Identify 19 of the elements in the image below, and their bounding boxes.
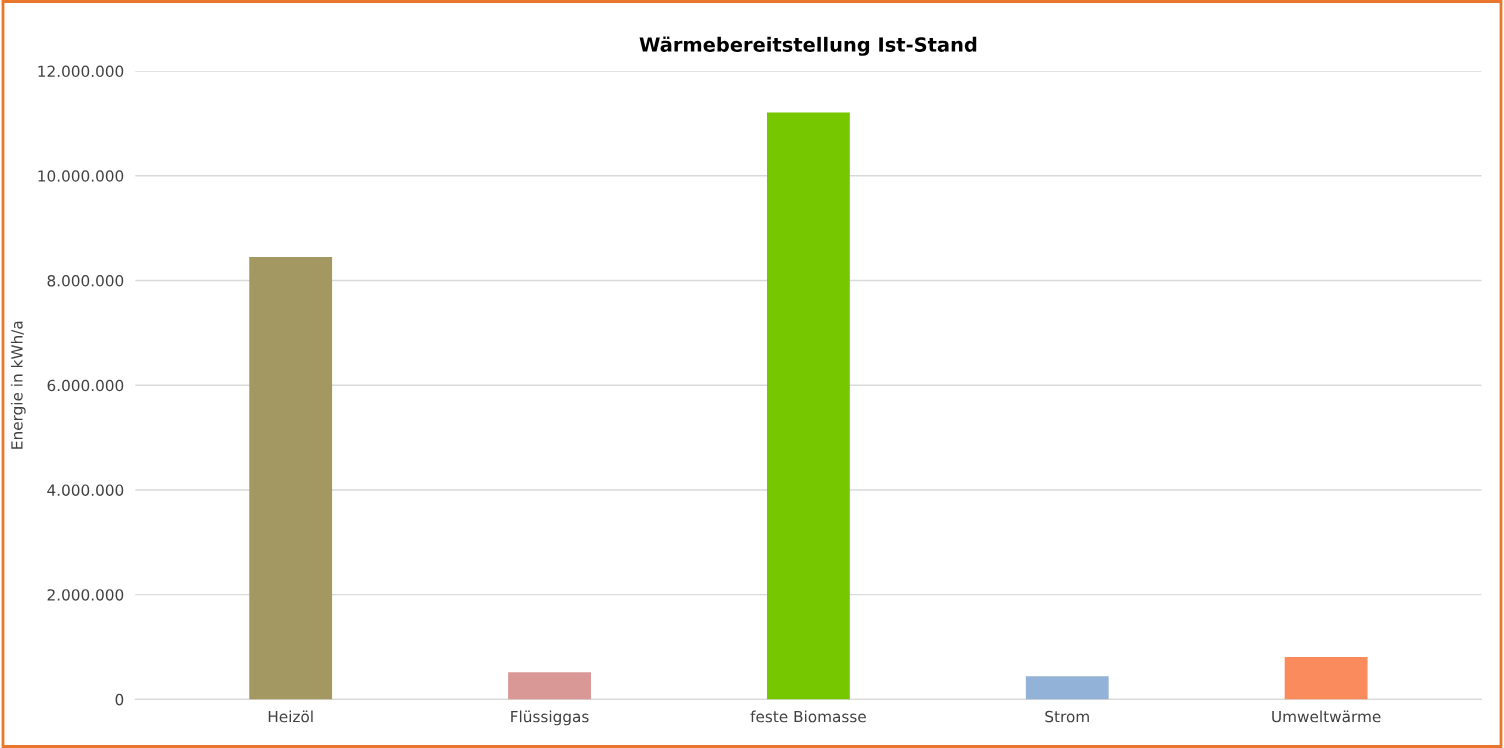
bar (249, 256, 333, 700)
bar (766, 112, 850, 700)
y-tick-label: 2.000.000 (47, 589, 124, 601)
x-tick-label: Umweltwärme (1272, 710, 1381, 723)
bar (1284, 656, 1368, 700)
x-tick-label: Heizöl (268, 710, 313, 723)
x-tick-label: Flüssiggas (511, 710, 589, 726)
y-tick-label: 8.000.000 (47, 274, 124, 287)
y-tick-label: 4.000.000 (47, 484, 124, 496)
bar (1025, 676, 1109, 700)
y-tick-label: 6.000.000 (47, 379, 124, 392)
y-axis-title: Energie in kWh/a (10, 321, 26, 449)
bar (508, 672, 591, 700)
chart-title: Wärmebereitstellung Ist-Stand (639, 36, 977, 56)
x-tick-label: Strom (1045, 710, 1089, 723)
y-tick-label: 0 (115, 693, 124, 706)
x-tick-label: feste Biomasse (750, 710, 866, 723)
y-tick-label: 10.000.000 (38, 170, 124, 182)
y-tick-label: 12.000.000 (38, 65, 124, 78)
